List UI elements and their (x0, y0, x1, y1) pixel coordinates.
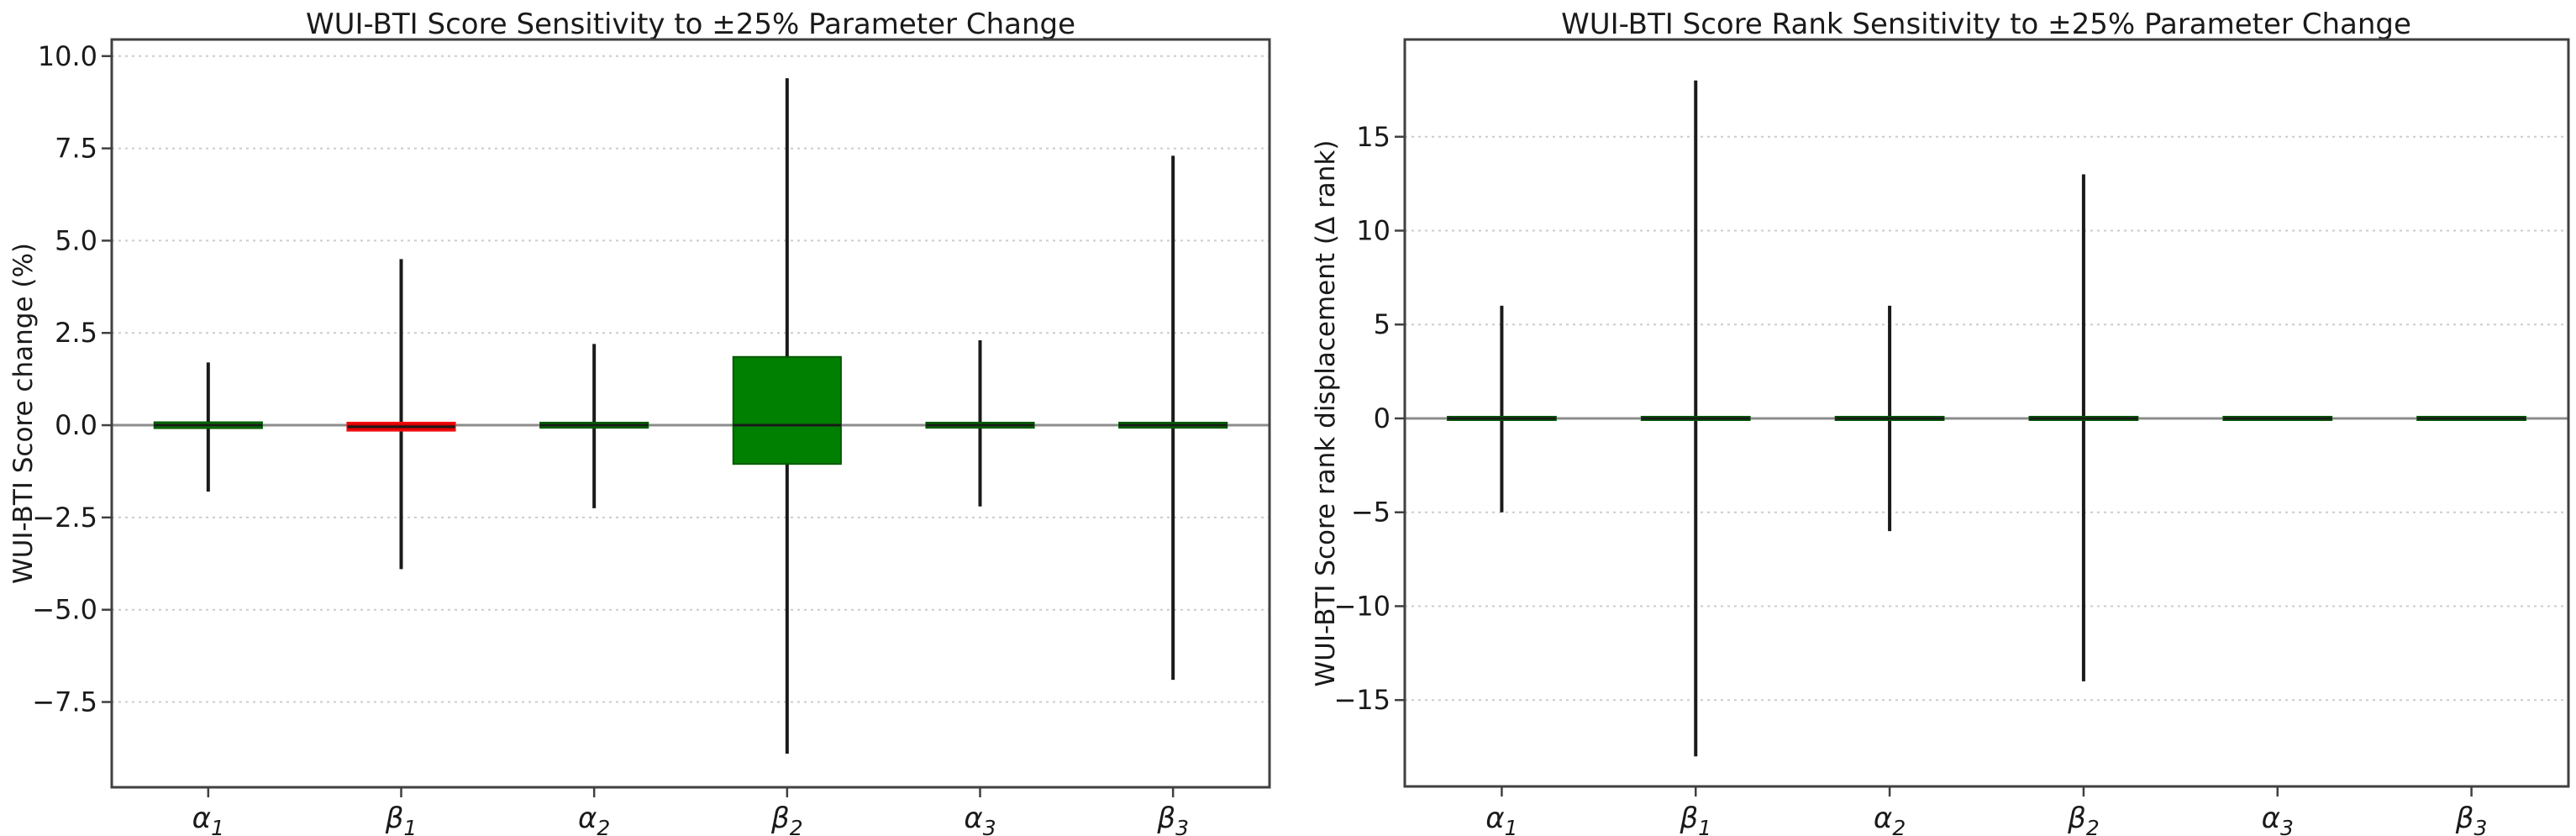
ytick-label: 5.0 (55, 224, 97, 256)
xtick-label: α1 (1485, 802, 1517, 836)
left-chart-title: WUI-BTI Score Sensitivity to ±25% Parame… (306, 8, 1075, 41)
ytick-label: 7.5 (55, 133, 97, 165)
xtick-label: α3 (2262, 802, 2294, 836)
ytick-label: 0.0 (55, 409, 97, 441)
left-plot-area: 10.0 7.5 5.0 2.5 0.0 −2.5 −5.0 −7.5 α1 β1 α2 β2 α3 β3 (32, 38, 1271, 836)
xtick-label: α1 (192, 802, 224, 836)
xtick-label: α2 (1874, 802, 1906, 836)
ytick-label: −7.5 (32, 686, 97, 718)
ytick-label: 0 (1374, 402, 1391, 434)
plot-border (110, 38, 1271, 789)
box (732, 355, 842, 465)
ytick-label: 10.0 (38, 40, 97, 72)
left-chart-ylabel: WUI-BTI Score change (%) (8, 243, 39, 584)
ytick-label: −15 (1333, 684, 1391, 716)
xtick-label: β2 (770, 802, 803, 836)
xtick-label: β1 (385, 802, 418, 836)
xtick-label: β3 (1156, 802, 1189, 836)
plot-border (1403, 38, 2570, 788)
ytick-label: 10 (1356, 215, 1391, 247)
ytick-label: 5 (1374, 308, 1391, 340)
ytick-label: 15 (1356, 121, 1391, 153)
ytick-label: −5 (1351, 497, 1391, 528)
ytick-label: −10 (1333, 590, 1391, 622)
xtick-label: β2 (2067, 802, 2100, 836)
ytick-label: 2.5 (55, 317, 97, 349)
ytick-label: −5.0 (32, 594, 97, 626)
left-chart: WUI-BTI Score Sensitivity to ±25% Parame… (8, 8, 1271, 836)
xtick-label: β1 (1679, 802, 1711, 836)
right-chart: WUI-BTI Score Rank Sensitivity to ±25% P… (1311, 8, 2570, 836)
right-chart-ylabel: WUI-BTI Score rank displacement (Δ rank) (1311, 140, 1341, 687)
right-plot-area: 15 10 5 0 −5 −10 −15 α1 β1 α2 β2 α3 β3 (1333, 38, 2570, 836)
xtick-label: β3 (2455, 802, 2488, 836)
xtick-label: α3 (964, 802, 996, 836)
right-chart-title: WUI-BTI Score Rank Sensitivity to ±25% P… (1561, 8, 2411, 41)
xtick-label: α2 (578, 802, 610, 836)
ytick-label: −2.5 (32, 502, 97, 534)
